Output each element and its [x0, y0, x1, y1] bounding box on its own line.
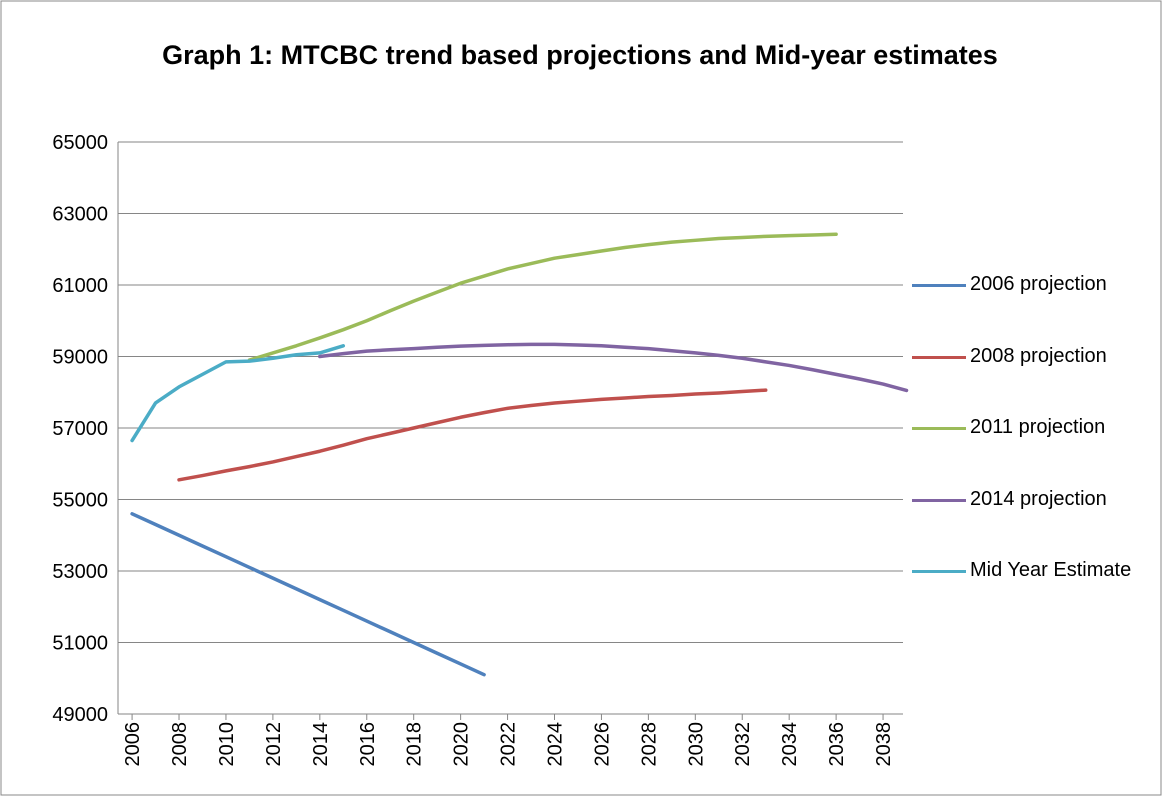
- legend-label: 2008 projection: [970, 344, 1107, 367]
- y-tick-label: 65000: [52, 132, 108, 154]
- x-tick-label: 2022: [498, 722, 520, 767]
- x-tick-label: 2014: [310, 722, 332, 767]
- legend-label: 2011 projection: [970, 416, 1106, 438]
- legend-item: 2008 projection: [912, 342, 1152, 414]
- legend-item: 2006 projection: [912, 270, 1152, 342]
- x-tick-label: 2030: [685, 722, 707, 767]
- line-series: [318, 342, 909, 393]
- x-tick-label: 2006: [122, 722, 144, 767]
- x-tick-label: 2028: [638, 722, 660, 767]
- x-tick-label: 2036: [826, 722, 848, 767]
- legend-swatch: [912, 498, 966, 502]
- x-tick-label: 2034: [779, 722, 801, 767]
- line-series: [177, 388, 768, 482]
- legend-swatch: [912, 427, 966, 430]
- x-tick-label: 2008: [169, 722, 191, 767]
- x-tick-label: 2020: [451, 722, 473, 767]
- x-tick-label: 2016: [357, 722, 379, 767]
- legend-item: 2011 projection: [912, 413, 1152, 485]
- y-tick-label: 61000: [52, 275, 108, 297]
- legend-item: Mid Year Estimate: [912, 556, 1152, 628]
- x-tick-label: 2012: [263, 722, 285, 767]
- line-series: [130, 512, 486, 677]
- y-tick-label: 55000: [52, 490, 108, 512]
- x-tick-label: 2038: [873, 722, 895, 767]
- x-tick-label: 2026: [591, 722, 613, 767]
- legend-swatch: [912, 570, 966, 573]
- line-series: [130, 344, 346, 443]
- y-tick-label: 63000: [52, 204, 108, 226]
- chart-title: Graph 1: MTCBC trend based projections a…: [162, 40, 998, 70]
- y-tick-label: 57000: [52, 418, 108, 440]
- x-tick-label: 2018: [404, 722, 426, 767]
- legend-label: 2014 projection: [970, 487, 1107, 510]
- y-tick-label: 51000: [52, 633, 108, 655]
- y-tick-label: 53000: [52, 561, 108, 583]
- x-tick-label: 2010: [216, 722, 238, 767]
- legend-swatch: [912, 284, 966, 287]
- legend-label: 2006 projection: [970, 273, 1107, 295]
- x-tick-label: 2024: [545, 722, 567, 767]
- x-tick-label: 2032: [732, 722, 754, 767]
- legend-label: Mid Year Estimate: [970, 559, 1132, 581]
- legend: 2006 projection 2008 projection 2011 proje…: [912, 270, 1152, 628]
- line-series: [247, 232, 838, 362]
- legend-item: 2014 projection: [912, 485, 1152, 557]
- y-tick-label: 59000: [52, 347, 108, 369]
- legend-swatch: [912, 355, 966, 359]
- y-tick-label: 49000: [52, 704, 108, 726]
